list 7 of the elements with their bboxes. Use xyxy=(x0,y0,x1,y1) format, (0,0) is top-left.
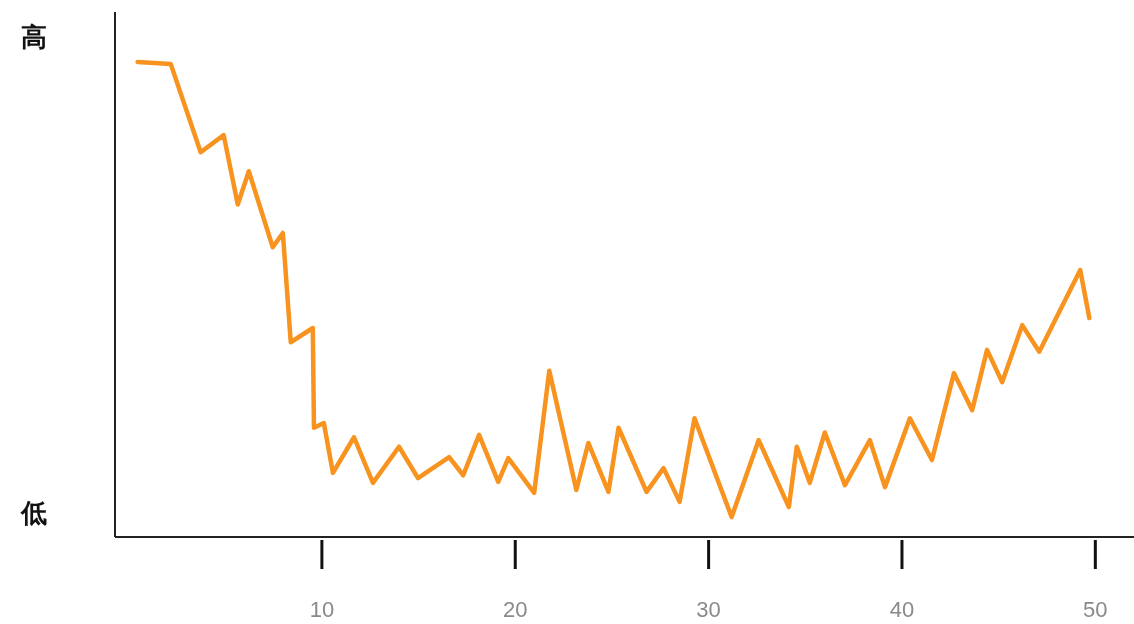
text: 高 xyxy=(21,22,47,52)
x-tick-label: 30 xyxy=(696,597,721,622)
x-tick-label: 50 xyxy=(1083,597,1108,622)
text: 低 xyxy=(20,498,47,528)
x-tick-label: 40 xyxy=(889,597,915,622)
x-tick-label: 20 xyxy=(503,597,528,622)
x-tick-label: 10 xyxy=(309,597,335,622)
